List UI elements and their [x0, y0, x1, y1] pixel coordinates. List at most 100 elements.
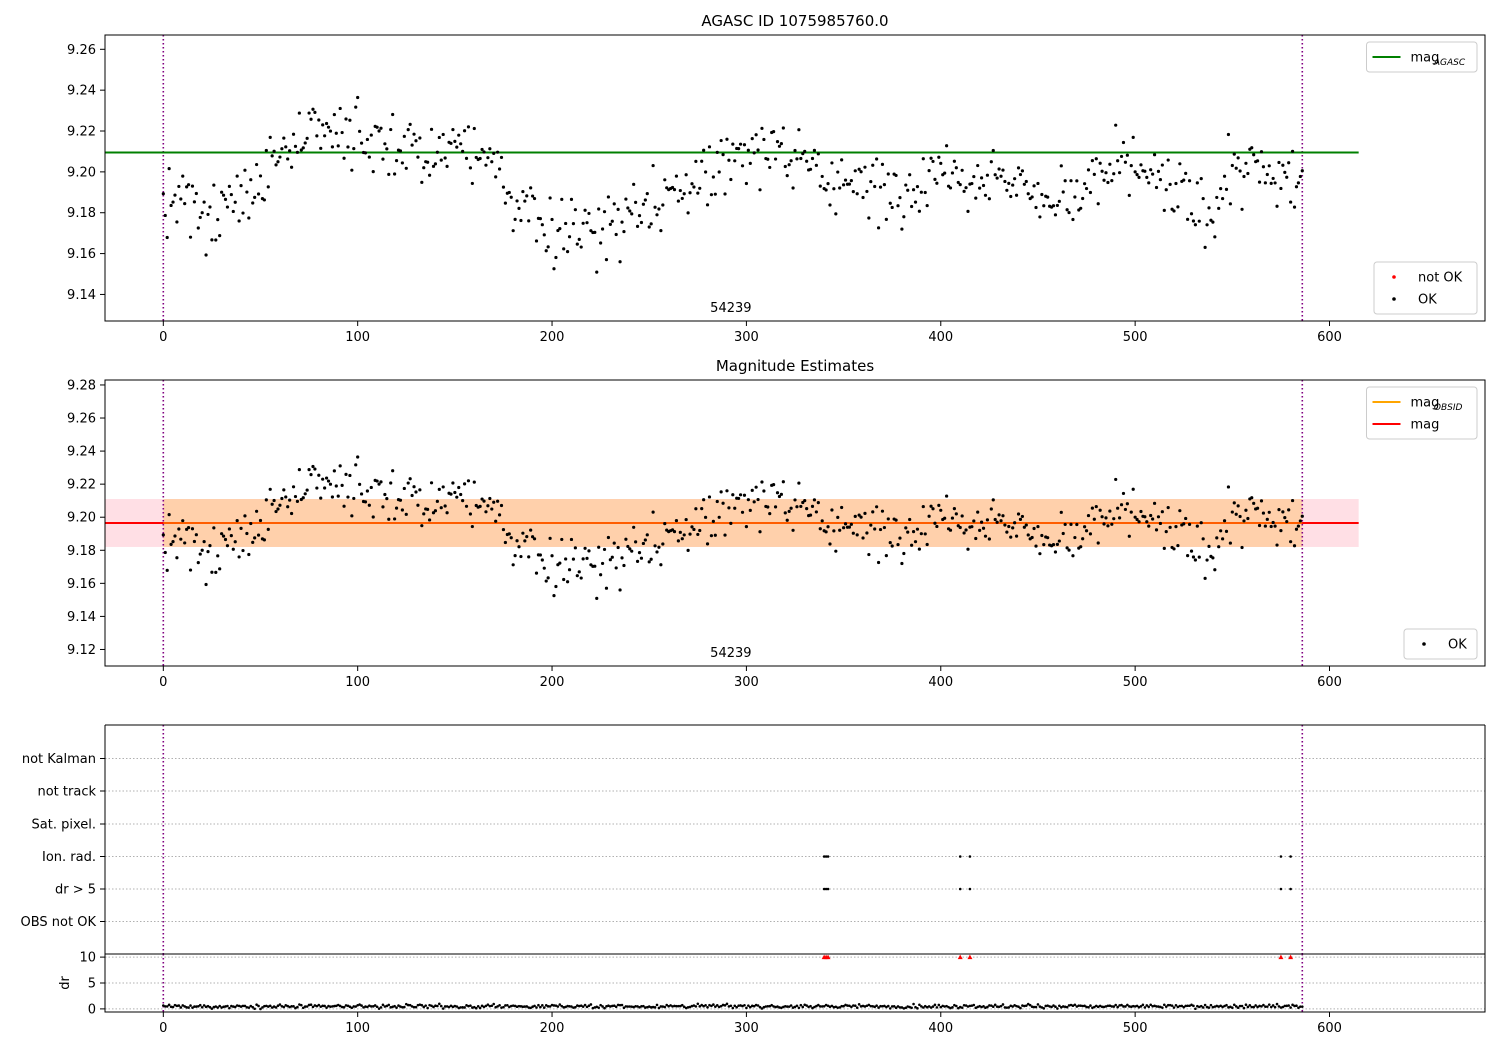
p2-data-point: [416, 503, 420, 507]
p2-data-point: [1259, 499, 1264, 503]
p3-category-label: not track: [37, 785, 96, 800]
p1-data-point: [1232, 152, 1236, 156]
p2-data-point: [680, 537, 684, 541]
p4-dr-point: [1034, 1005, 1038, 1009]
p4-dr-point: [1269, 1005, 1273, 1009]
p2-data-point: [235, 519, 239, 523]
p2-data-point: [740, 510, 745, 514]
p4-dr-point: [640, 1005, 643, 1008]
p2-data-point: [247, 552, 251, 557]
p2-data-point: [1020, 514, 1025, 519]
p2-data-point: [906, 530, 910, 534]
p4-dr-point: [189, 1004, 192, 1007]
p2-data-point: [1211, 556, 1215, 560]
p2-data-point: [1139, 509, 1143, 514]
p4-dr-point: [1139, 1005, 1143, 1008]
p2-data-point: [812, 498, 817, 502]
p2-data-point: [225, 544, 230, 548]
p4-dr-point: [191, 1006, 194, 1009]
p2-data-point: [280, 496, 284, 501]
p4-dr-point: [797, 1006, 801, 1010]
p2-data-point: [317, 473, 321, 477]
p2-data-point: [529, 528, 533, 532]
p4-dr-point: [562, 1006, 566, 1009]
p1-legend-label: OK: [1418, 293, 1437, 308]
p1-data-point: [1112, 172, 1116, 176]
p4-dr-point: [834, 1005, 838, 1009]
p2-data-point: [210, 570, 214, 574]
p4-dr-point: [955, 1004, 958, 1008]
p2-data-point: [426, 507, 430, 512]
p1-data-point: [344, 117, 348, 121]
p2-data-point: [581, 557, 585, 561]
p1-data-point: [1273, 181, 1277, 185]
p1-data-point: [1133, 170, 1137, 174]
p2-data-point: [276, 507, 280, 511]
p1-data-point: [1240, 207, 1244, 211]
p1-data-point: [915, 185, 920, 189]
p1-data-point: [251, 201, 255, 205]
p2-data-point: [1287, 508, 1291, 512]
p2-data-point: [466, 479, 471, 483]
p4-dr-point: [1116, 1005, 1119, 1009]
p2-data-point: [208, 544, 212, 548]
p1-data-point: [515, 199, 519, 203]
p1-data-point: [1094, 157, 1098, 161]
p2-data-points: [161, 455, 1304, 600]
p2-data-point: [289, 511, 294, 516]
p1-data-point: [486, 156, 490, 160]
p4-dr-point: [817, 1003, 820, 1007]
p4-dr-point: [710, 1004, 713, 1008]
p2-data-point: [1250, 496, 1254, 500]
p1-data-point: [258, 174, 263, 178]
p1-data-point: [927, 169, 931, 173]
p2-data-point: [1182, 522, 1186, 526]
p1-data-point: [663, 178, 667, 182]
p2-data-point: [583, 546, 587, 550]
p2-data-point: [328, 482, 333, 486]
p4-dr-point: [813, 1005, 816, 1009]
p2-data-point: [455, 495, 459, 499]
p2-data-point: [803, 499, 807, 503]
p1-data-point: [241, 211, 245, 215]
p2-data-point: [773, 505, 778, 509]
p2-ytick-label: 9.24: [67, 445, 96, 460]
p1-data-point: [758, 188, 762, 192]
p4-dr-point: [1038, 1005, 1042, 1008]
p1-data-point: [1158, 177, 1163, 182]
p2-data-point: [836, 515, 840, 519]
p4-dr-point: [723, 1004, 727, 1007]
p2-data-point: [630, 549, 634, 553]
p4-dr-point: [768, 1004, 772, 1008]
p1-data-point: [900, 227, 904, 231]
p2-data-point: [647, 560, 651, 564]
p1-data-point: [577, 237, 581, 241]
p4-dr-point: [317, 1003, 321, 1007]
p2-data-point: [206, 550, 210, 554]
p2-data-point: [1240, 545, 1244, 550]
p1-data-point: [1294, 185, 1299, 189]
p1-data-point: [1135, 173, 1139, 177]
p1-data-point: [171, 200, 175, 204]
p4-dr-point: [1052, 1004, 1055, 1007]
p4-dr-point: [778, 1006, 781, 1009]
p2-data-point: [1009, 535, 1013, 539]
p4-dr-point: [986, 1005, 989, 1009]
p1-data-point: [359, 141, 364, 145]
p1-data-point: [394, 159, 399, 163]
p4-dr-point: [558, 1003, 562, 1006]
p4-dr-point: [921, 1006, 925, 1009]
p1-data-point: [612, 202, 616, 206]
p1-data-point: [1065, 208, 1069, 212]
p2-data-point: [875, 505, 879, 509]
p2-data-point: [538, 553, 542, 557]
p1-data-point: [332, 112, 336, 117]
p1-data-point: [876, 226, 881, 230]
p1-data-point: [451, 127, 455, 132]
p2-data-point: [847, 525, 852, 529]
p1-data-point: [700, 159, 704, 163]
p2-data-point: [420, 524, 424, 528]
p1-data-point: [987, 197, 991, 201]
p2-data-point: [429, 481, 434, 485]
p4-dr-point: [628, 1005, 632, 1008]
